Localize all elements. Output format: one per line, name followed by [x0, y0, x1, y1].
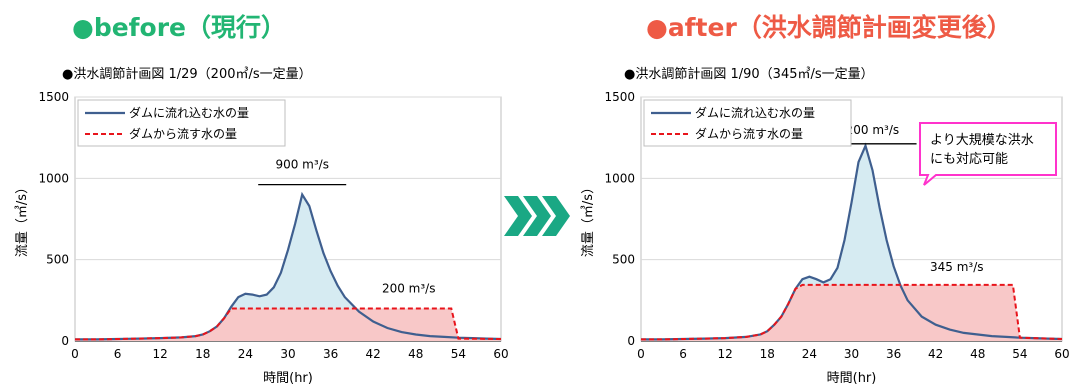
legend-outflow-label: ダムから流す水の量	[695, 126, 803, 141]
x-tick-label: 30	[844, 347, 859, 361]
x-axis-title: 時間(hr)	[263, 371, 313, 386]
release-label: 345 m³/s	[930, 260, 984, 274]
x-tick-label: 24	[238, 347, 253, 361]
y-axis-title: 流量（㎥/s）	[581, 181, 596, 257]
x-tick-label: 12	[718, 347, 733, 361]
y-tick-label: 0	[61, 334, 69, 348]
x-tick-label: 18	[760, 347, 775, 361]
transition-arrow-icon	[504, 196, 570, 236]
x-tick-label: 60	[493, 347, 508, 361]
outflow-area	[641, 284, 1062, 341]
chevron-icon	[504, 196, 532, 236]
before-heading: ●before（現行）	[72, 13, 287, 42]
x-tick-label: 42	[366, 347, 381, 361]
after-heading: ●after（洪水調節計画変更後）	[646, 13, 1012, 42]
y-tick-label: 500	[46, 253, 69, 267]
peak-label: 1200 m³/s	[838, 123, 899, 137]
chevron-icon	[523, 196, 551, 236]
x-tick-label: 54	[1012, 347, 1027, 361]
y-axis-title: 流量（㎥/s）	[15, 181, 30, 257]
x-tick-label: 36	[323, 347, 338, 361]
x-tick-label: 48	[970, 347, 985, 361]
y-tick-label: 0	[627, 334, 635, 348]
x-tick-label: 60	[1054, 347, 1069, 361]
before-chart-title: ●洪水調節計画図 1/29（200㎥/s一定量）	[62, 67, 312, 82]
callout-text: にも対応可能	[930, 152, 1008, 167]
callout-text: より大規模な洪水	[930, 133, 1034, 148]
x-tick-label: 18	[195, 347, 210, 361]
x-tick-label: 54	[451, 347, 466, 361]
after-chart: 0 500 1000 1500 0 6 12 18 24 30 36 42 48 54 60 時間(hr) 流量…	[581, 90, 1070, 386]
x-tick-label: 6	[114, 347, 122, 361]
before-chart: 0 500 1000 1500 0 6 12 18 24 30 36 42 48 54 60 時間(hr) 流量…	[15, 90, 509, 386]
legend-outflow-label: ダムから流す水の量	[129, 126, 237, 141]
y-tick-label: 1500	[38, 90, 69, 104]
peak-label: 900 m³/s	[275, 158, 329, 172]
callout-box	[919, 122, 1057, 186]
x-tick-label: 42	[928, 347, 943, 361]
inflow-area	[641, 145, 1062, 341]
x-tick-label: 24	[802, 347, 817, 361]
legend-inflow-label: ダムに流れ込む水の量	[129, 105, 249, 120]
release-label: 200 m³/s	[382, 281, 436, 295]
x-tick-label: 30	[280, 347, 295, 361]
outflow-line	[75, 307, 502, 341]
after-chart-title: ●洪水調節計画図 1/90（345㎥/s一定量）	[624, 67, 874, 82]
x-axis-title: 時間(hr)	[827, 371, 877, 386]
x-tick-label: 0	[637, 347, 645, 361]
y-tick-label: 500	[612, 253, 635, 267]
legend-box	[643, 99, 852, 147]
x-tick-label: 6	[679, 347, 687, 361]
outflow-line	[641, 283, 1063, 341]
x-tick-label: 48	[408, 347, 423, 361]
x-tick-label: 0	[71, 347, 79, 361]
y-tick-label: 1000	[604, 171, 635, 185]
inflow-area	[75, 194, 501, 341]
legend-box	[77, 99, 286, 147]
legend-inflow-label: ダムに流れ込む水の量	[695, 105, 815, 120]
y-tick-label: 1000	[38, 171, 69, 185]
chevron-icon	[542, 196, 570, 236]
x-tick-label: 36	[886, 347, 901, 361]
x-tick-label: 12	[153, 347, 168, 361]
y-tick-label: 1500	[604, 90, 635, 104]
outflow-area	[75, 308, 501, 341]
